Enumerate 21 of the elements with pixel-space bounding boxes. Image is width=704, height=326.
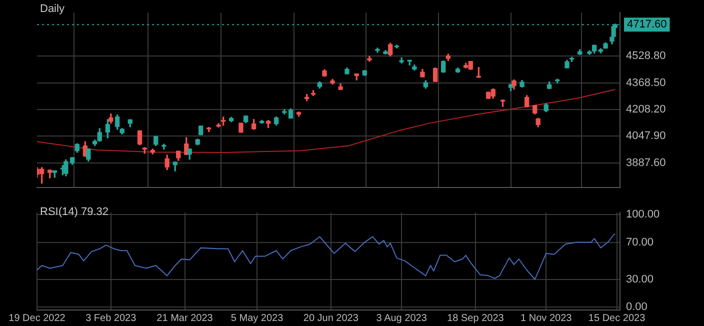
- y-tick-label: 4047.90: [626, 130, 666, 142]
- y-tick-label: 4528.80: [626, 50, 666, 62]
- x-tick-label: 21 Mar 2023: [156, 312, 214, 324]
- y-tick-label: 70.00: [626, 236, 654, 248]
- x-tick-label: 18 Sep 2023: [447, 312, 504, 324]
- x-tick-label: 3 Aug 2023: [376, 312, 428, 324]
- chart-title: RSI(14) 79.32: [40, 206, 108, 218]
- x-tick-label: 5 May 2023: [230, 312, 284, 324]
- y-tick-label: 30.00: [626, 273, 654, 286]
- y-tick-label: 4368.50: [626, 76, 666, 89]
- y-tick-label: 3887.60: [626, 156, 666, 169]
- y-tick-label: 0.00: [626, 301, 648, 314]
- x-tick-label: 19 Dec 2022: [8, 312, 66, 324]
- x-tick-label: 3 Feb 2023: [86, 312, 137, 324]
- x-tick-label: 1 Nov 2023: [520, 312, 572, 324]
- x-tick-label: 20 Jun 2023: [303, 312, 359, 324]
- x-tick-label: 15 Dec 2023: [588, 312, 646, 324]
- y-tick-label: 4208.20: [626, 103, 666, 116]
- y-tick-label: 100.00: [626, 208, 660, 220]
- ref-line-label: 4717.60: [627, 18, 667, 31]
- chart-title: Daily: [40, 3, 64, 15]
